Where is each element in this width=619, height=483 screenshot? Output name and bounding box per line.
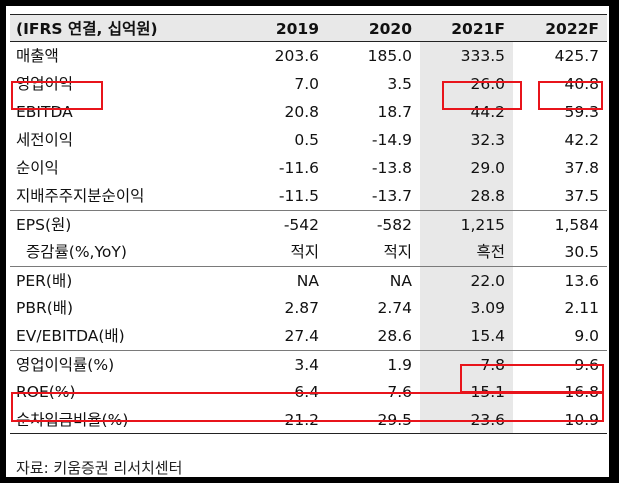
row-label-revenue: 매출액 [16, 47, 59, 65]
operating-profit-2020: 3.5 [387, 75, 412, 93]
ebitda-2019: 20.8 [284, 103, 319, 121]
per-2022f: 13.6 [513, 266, 607, 294]
revenue-2021f: 333.5 [420, 42, 513, 70]
operating-margin-2019: 3.4 [234, 350, 327, 378]
pbr-2020: 2.74 [377, 299, 412, 317]
pbr-2019: 2.87 [284, 299, 319, 317]
pretax-income-2021f: 32.3 [420, 126, 513, 154]
net-debt-ratio-2021f: 23.6 [420, 406, 513, 434]
operating-profit-2022f: 40.8 [564, 75, 599, 93]
operating-margin-2020: 1.9 [327, 350, 420, 378]
pbr-2021f: 3.09 [420, 294, 513, 322]
row-label-eps: EPS(원) [10, 210, 234, 238]
operating-profit-2021f: 26.0 [420, 70, 513, 98]
pretax-income-2020: -14.9 [371, 131, 412, 149]
net-income-2019: -11.6 [278, 159, 319, 177]
pretax-income-2019: 0.5 [294, 131, 319, 149]
eps-2020: -582 [327, 210, 420, 238]
financial-summary-table: (IFRS 연결, 십억원) 2019 2020 2021F 2022F 매출액… [10, 14, 607, 434]
per-2019: NA [234, 266, 327, 294]
pretax-income-2022f: 42.2 [564, 131, 599, 149]
controlling-net-income-2019: -11.5 [278, 187, 319, 205]
row-label-roe: ROE(%) [16, 383, 76, 401]
roe-2020: -7.6 [381, 383, 412, 401]
eps-growth-2022f: 30.5 [564, 243, 599, 261]
row-label-operating-margin: 영업이익률(%) [10, 350, 234, 378]
row-label-controlling-net-income: 지배주주지분순이익 [16, 187, 145, 205]
operating-margin-2022f: 9.6 [513, 350, 607, 378]
roe-2022f: 16.8 [564, 383, 599, 401]
row-label-pretax-income: 세전이익 [16, 131, 74, 149]
controlling-net-income-2021f: 28.8 [420, 182, 513, 210]
controlling-net-income-2022f: 37.5 [564, 187, 599, 205]
year-header-2019: 2019 [234, 14, 327, 42]
row-label-ebitda: EBITDA [16, 103, 73, 121]
source-note: 자료: 키움증권 리서치센터 [16, 459, 183, 477]
controlling-net-income-2020: -13.7 [371, 187, 412, 205]
row-label-eps-growth: 증감률(%,YoY) [26, 243, 127, 261]
operating-profit-2019: 7.0 [294, 75, 319, 93]
table-header-unit: (IFRS 연결, 십억원) [10, 14, 234, 42]
revenue-2022f: 425.7 [554, 47, 599, 65]
ev-ebitda-2021f: 15.4 [420, 322, 513, 350]
revenue-2020: 185.0 [367, 47, 412, 65]
net-debt-ratio-2019: 21.2 [234, 406, 327, 434]
eps-2022f: 1,584 [513, 210, 607, 238]
eps-2019: -542 [234, 210, 327, 238]
ev-ebitda-2022f: 9.0 [574, 327, 599, 345]
ebitda-2020: 18.7 [377, 103, 412, 121]
row-label-pbr: PBR(배) [16, 299, 74, 317]
pbr-2022f: 2.11 [564, 299, 599, 317]
row-label-operating-profit: 영업이익 [16, 75, 74, 93]
ebitda-2022f: 59.3 [564, 103, 599, 121]
roe-2019: -6.4 [288, 383, 319, 401]
eps-growth-2019: 적지 [290, 243, 319, 261]
revenue-2019: 203.6 [274, 47, 319, 65]
year-header-2021f: 2021F [420, 14, 513, 42]
ebitda-2021f: 44.2 [420, 98, 513, 126]
per-2021f: 22.0 [420, 266, 513, 294]
net-income-2020: -13.8 [371, 159, 412, 177]
row-label-net-income: 순이익 [16, 159, 59, 177]
per-2020: NA [327, 266, 420, 294]
financial-table-frame: (IFRS 연결, 십억원) 2019 2020 2021F 2022F 매출액… [6, 6, 609, 477]
eps-2021f: 1,215 [420, 210, 513, 238]
ev-ebitda-2019: 27.4 [284, 327, 319, 345]
eps-growth-2020: 적지 [383, 243, 412, 261]
roe-2021f: 15.1 [420, 378, 513, 406]
net-income-2022f: 37.8 [564, 159, 599, 177]
eps-growth-2021f: 흑전 [420, 238, 513, 266]
year-header-2022f: 2022F [513, 14, 607, 42]
net-income-2021f: 29.0 [420, 154, 513, 182]
net-debt-ratio-2020: 29.5 [327, 406, 420, 434]
year-header-2020: 2020 [327, 14, 420, 42]
row-label-per: PER(배) [10, 266, 234, 294]
row-label-ev-ebitda: EV/EBITDA(배) [16, 327, 125, 345]
row-label-net-debt-ratio: 순차입금비율(%) [10, 406, 234, 434]
net-debt-ratio-2022f: 10.9 [513, 406, 607, 434]
operating-margin-2021f: 7.8 [420, 350, 513, 378]
ev-ebitda-2020: 28.6 [377, 327, 412, 345]
